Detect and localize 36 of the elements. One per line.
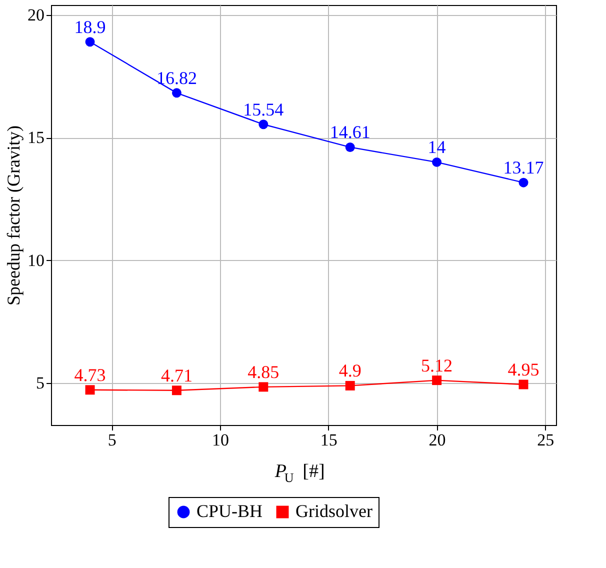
legend-label: CPU-BH — [196, 501, 263, 521]
data-label: 15.54 — [243, 99, 284, 120]
x-tick-label: 15 — [320, 430, 338, 450]
y-axis-title: Speedup factor (Gravity) — [4, 126, 24, 306]
y-tick-label: 10 — [28, 250, 44, 270]
point — [432, 376, 442, 386]
point — [518, 380, 528, 390]
point — [345, 142, 355, 152]
point — [258, 382, 268, 392]
data-label: 13.17 — [503, 158, 544, 178]
point — [172, 88, 182, 98]
data-label: 14 — [428, 137, 446, 158]
data-label: 4.85 — [248, 362, 280, 382]
data-label: 18.9 — [74, 16, 106, 37]
point — [345, 380, 355, 390]
y-tick-label: 5 — [36, 374, 44, 393]
data-label: 4.9 — [338, 360, 362, 381]
data-label: 4.95 — [508, 359, 540, 380]
data-label: 4.73 — [74, 364, 106, 385]
x-tick-label: 5 — [108, 430, 116, 450]
point — [85, 385, 95, 395]
data-label: 16.82 — [156, 68, 197, 88]
data-label: 5.12 — [421, 355, 453, 376]
point — [172, 386, 182, 396]
data-label: 4.71 — [160, 365, 192, 386]
legend-label: Gridsolver — [296, 501, 372, 521]
x-tick-label: 20 — [428, 430, 446, 450]
point — [258, 120, 268, 130]
x-tick-label: 10 — [212, 430, 230, 450]
data-label: 14.61 — [330, 122, 370, 142]
y-tick-label: 20 — [28, 5, 44, 24]
point — [518, 178, 528, 188]
point — [432, 157, 442, 167]
point — [85, 37, 95, 47]
x-tick-label: 25 — [537, 430, 554, 450]
y-tick-label: 15 — [28, 128, 44, 148]
